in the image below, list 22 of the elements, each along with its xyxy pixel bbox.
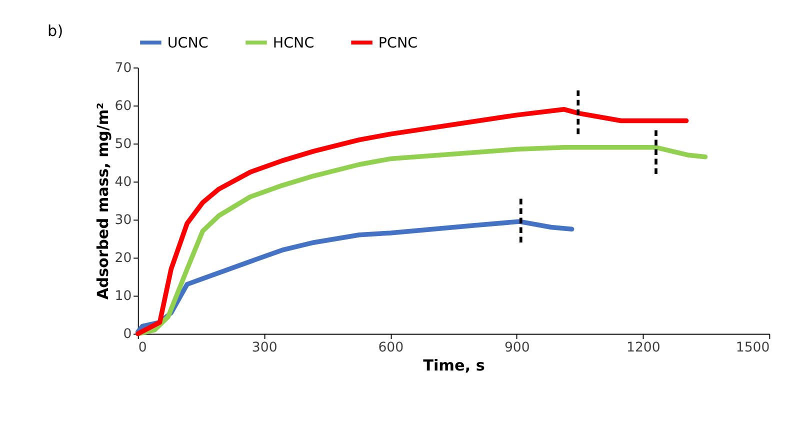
x-tick-label: 600 bbox=[378, 340, 404, 356]
y-tick-label: 0 bbox=[123, 327, 132, 342]
y-tick-label: 30 bbox=[114, 212, 132, 228]
y-tick-label: 10 bbox=[114, 288, 132, 304]
line-series bbox=[135, 219, 574, 334]
x-tick-label: 0 bbox=[138, 340, 147, 356]
x-tick-label: 900 bbox=[504, 340, 530, 356]
y-tick-label: 40 bbox=[114, 174, 132, 190]
x-axis-title: Time, s bbox=[423, 356, 485, 374]
y-tick-label: 70 bbox=[114, 60, 132, 76]
y-tick-label: 20 bbox=[114, 250, 132, 266]
x-tick-label: 1500 bbox=[736, 340, 770, 356]
y-axis-title: Adsorbed mass, mg/m² bbox=[94, 102, 112, 300]
legend-label: UCNC bbox=[167, 35, 208, 52]
legend-label: PCNC bbox=[378, 35, 418, 52]
x-tick-label: 1200 bbox=[626, 340, 660, 356]
x-tick-label: 300 bbox=[252, 340, 278, 356]
y-tick-label: 50 bbox=[114, 136, 132, 152]
y-tick-label: 60 bbox=[114, 98, 132, 114]
line-series bbox=[135, 106, 689, 336]
legend-label: HCNC bbox=[272, 35, 314, 52]
chart-title: b) bbox=[48, 22, 64, 40]
